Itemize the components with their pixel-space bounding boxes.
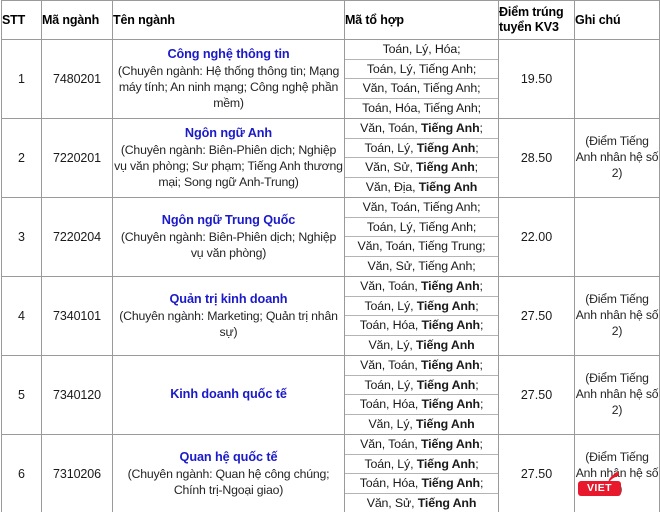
column-header-major-name: Tên ngành	[112, 0, 345, 40]
cell-stt: 6	[1, 434, 42, 512]
combination-item: Văn, Lý, Tiếng Anh	[368, 337, 475, 352]
combination-list: Văn, Toán, Tiếng Anh; Toán, Lý, Tiếng Anh…	[345, 198, 498, 276]
major-specializations: (Chuyên ngành: Hệ thống thông tin; Mạng …	[117, 63, 340, 110]
cell-benchmark-score: 19.50	[498, 39, 575, 119]
combination-item: Toán, Lý, Tiếng Anh;	[345, 139, 498, 158]
cell-benchmark-score: 28.50	[498, 118, 575, 198]
cell-subject-combinations: Văn, Toán, Tiếng Anh; Toán, Lý, Tiếng Anh…	[344, 118, 499, 198]
cell-major-name: Quản trị kinh doanh (Chuyên ngành: Market…	[112, 276, 345, 356]
combination-item: Văn, Toán, Tiếng Anh;	[345, 119, 498, 139]
combination-list: Văn, Toán, Tiếng Anh; Toán, Lý, Tiếng Anh…	[345, 356, 498, 434]
table-row: 2 7220201 Ngôn ngữ Anh (Chuyên ngành: Biên-…	[1, 118, 660, 198]
cell-subject-combinations: Văn, Toán, Tiếng Anh; Toán, Lý, Tiếng Anh…	[344, 355, 499, 435]
cell-major-name: Ngôn ngữ Anh (Chuyên ngành: Biên-Phiên dị…	[112, 118, 345, 198]
combination-item: Văn, Toán, Tiếng Anh;	[345, 79, 498, 99]
column-header-subject-combination: Mã tổ hợp	[344, 0, 499, 40]
cell-note: (Điểm Tiếng Anh nhân hệ số 2)	[574, 355, 660, 435]
table-row: 4 7340101 Quản trị kinh doanh (Chuyên ngành…	[1, 276, 660, 356]
cell-major-name: Quan hệ quốc tế (Chuyên ngành: Quan hệ cô…	[112, 434, 345, 512]
combination-item: Văn, Sử, Tiếng Anh;	[345, 158, 498, 178]
header-row: STT Mã ngành Tên ngành Mã tổ hợp Điểm tr…	[1, 0, 660, 40]
cell-major-code: 7340101	[41, 276, 113, 356]
cell-major-code: 7340120	[41, 355, 113, 435]
cell-subject-combinations: Văn, Toán, Tiếng Anh; Toán, Lý, Tiếng Anh…	[344, 434, 499, 512]
cell-note: (Điểm Tiếng Anh nhân hệ số 2)	[574, 434, 660, 512]
table-row: 5 7340120 Kinh doanh quốc tế Văn, Toán, Tiế…	[1, 355, 660, 435]
combination-item: Toán, Lý, Tiếng Anh;	[345, 297, 498, 316]
major-specializations: (Chuyên ngành: Marketing; Quản trị nhân …	[119, 308, 338, 339]
combination-item: Toán, Lý, Tiếng Anh;	[345, 376, 498, 395]
cell-subject-combinations: Toán, Lý, Hóa; Toán, Lý, Tiếng Anh; Văn, T…	[344, 39, 499, 119]
column-header-major-code: Mã ngành	[41, 0, 113, 40]
cell-benchmark-score: 27.50	[498, 355, 575, 435]
table-row: 3 7220204 Ngôn ngữ Trung Quốc (Chuyên ngành…	[1, 197, 660, 277]
combination-item: Văn, Toán, Tiếng Anh;	[345, 356, 498, 376]
combination-item: Văn, Sử, Tiếng Anh	[366, 495, 477, 510]
combination-item: Toán, Hóa, Tiếng Anh;	[345, 395, 498, 415]
table-row: 6 7310206 Quan hệ quốc tế (Chuyên ngành: Qu…	[1, 434, 660, 512]
cell-major-name: Công nghệ thông tin (Chuyên ngành: Hệ thố…	[112, 39, 345, 119]
cell-stt: 5	[1, 355, 42, 435]
combination-item: Văn, Toán, Tiếng Anh;	[345, 198, 498, 218]
column-header-note: Ghi chú	[574, 0, 660, 40]
cell-benchmark-score: 27.50	[498, 434, 575, 512]
cell-benchmark-score: 22.00	[498, 197, 575, 277]
major-title: Quan hệ quốc tế	[179, 450, 278, 465]
combination-item: Toán, Hóa, Tiếng Anh;	[362, 100, 481, 115]
cell-stt: 1	[1, 39, 42, 119]
combination-item: Văn, Địa, Tiếng Anh	[365, 179, 478, 194]
cell-stt: 3	[1, 197, 42, 277]
major-title: Kinh doanh quốc tế	[170, 387, 287, 402]
combination-list: Văn, Toán, Tiếng Anh; Toán, Lý, Tiếng Anh…	[345, 435, 498, 512]
combination-list: Toán, Lý, Hóa; Toán, Lý, Tiếng Anh; Văn, T…	[345, 40, 498, 118]
combination-list: Văn, Toán, Tiếng Anh; Toán, Lý, Tiếng Anh…	[345, 277, 498, 355]
combination-item: Văn, Lý, Tiếng Anh	[368, 416, 475, 431]
combination-item: Văn, Toán, Tiếng Anh;	[345, 435, 498, 455]
combination-item: Toán, Hóa, Tiếng Anh;	[345, 316, 498, 336]
combination-item: Toán, Lý, Tiếng Anh;	[345, 60, 498, 79]
cell-note: (Điểm Tiếng Anh nhân hệ số 2)	[574, 118, 660, 198]
combination-item: Toán, Hóa, Tiếng Anh;	[345, 474, 498, 494]
major-specializations: (Chuyên ngành: Biên-Phiên dịch; Nghiệp v…	[114, 142, 343, 189]
cell-major-code: 7480201	[41, 39, 113, 119]
cell-stt: 4	[1, 276, 42, 356]
major-specializations: (Chuyên ngành: Quan hệ công chúng; Chính…	[127, 466, 330, 497]
major-specializations: (Chuyên ngành: Biên-Phiên dịch; Nghiệp v…	[120, 229, 337, 260]
cell-subject-combinations: Văn, Toán, Tiếng Anh; Toán, Lý, Tiếng Anh…	[344, 197, 499, 277]
combination-item: Văn, Toán, Tiếng Trung;	[345, 237, 498, 257]
cell-note: (Điểm Tiếng Anh nhân hệ số 2)	[574, 276, 660, 356]
cell-note	[574, 197, 660, 277]
table-header: STT Mã ngành Tên ngành Mã tổ hợp Điểm tr…	[1, 0, 660, 40]
major-title: Ngôn ngữ Trung Quốc	[161, 213, 296, 228]
table-body: 1 7480201 Công nghệ thông tin (Chuyên ngành…	[1, 39, 660, 512]
cell-major-code: 7220204	[41, 197, 113, 277]
combination-list: Văn, Toán, Tiếng Anh; Toán, Lý, Tiếng Anh…	[345, 119, 498, 197]
combination-item: Văn, Toán, Tiếng Anh;	[345, 277, 498, 297]
cell-benchmark-score: 27.50	[498, 276, 575, 356]
major-title: Quản trị kinh doanh	[169, 292, 288, 307]
combination-item: Toán, Lý, Tiếng Anh;	[345, 218, 498, 237]
column-header-stt: STT	[1, 0, 42, 40]
cell-major-code: 7220201	[41, 118, 113, 198]
cell-note	[574, 39, 660, 119]
combination-item: Toán, Lý, Tiếng Anh;	[345, 455, 498, 474]
cell-major-name: Kinh doanh quốc tế	[112, 355, 345, 435]
cell-stt: 2	[1, 118, 42, 198]
combination-item: Toán, Lý, Hóa;	[345, 40, 498, 60]
cell-subject-combinations: Văn, Toán, Tiếng Anh; Toán, Lý, Tiếng Anh…	[344, 276, 499, 356]
table-row: 1 7480201 Công nghệ thông tin (Chuyên ngành…	[1, 39, 660, 119]
combination-item: Văn, Sử, Tiếng Anh;	[367, 258, 476, 273]
major-title: Công nghệ thông tin	[167, 47, 290, 62]
column-header-benchmark-score: Điểm trúng tuyển KV3	[498, 0, 575, 40]
cell-major-code: 7310206	[41, 434, 113, 512]
cell-major-name: Ngôn ngữ Trung Quốc (Chuyên ngành: Biên-P…	[112, 197, 345, 277]
major-title: Ngôn ngữ Anh	[184, 126, 273, 141]
